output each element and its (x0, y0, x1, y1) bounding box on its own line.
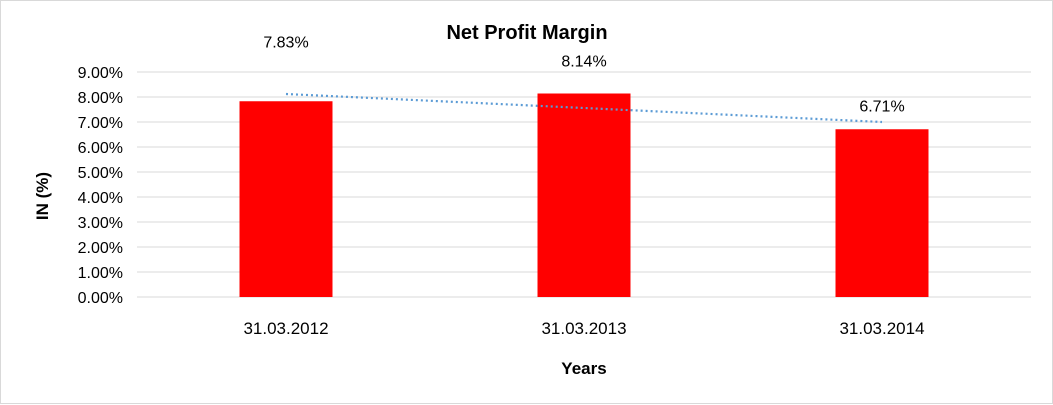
data-label: 8.14% (561, 54, 606, 71)
chart-title: Net Profit Margin (446, 22, 607, 44)
x-axis-title: Years (561, 359, 606, 378)
bar (239, 101, 333, 297)
y-tick-label: 9.00% (78, 65, 123, 82)
x-tick-label: 31.03.2014 (839, 319, 924, 338)
y-tick-label: 7.00% (78, 115, 123, 132)
y-tick-label: 1.00% (78, 265, 123, 282)
bar (835, 129, 929, 297)
y-tick-label: 5.00% (78, 165, 123, 182)
bars (239, 93, 929, 297)
y-tick-label: 3.00% (78, 215, 123, 232)
y-tick-label: 6.00% (78, 140, 123, 157)
y-tick-label: 0.00% (78, 290, 123, 307)
x-tick-label: 31.03.2012 (243, 319, 328, 338)
y-tick-label: 2.00% (78, 240, 123, 257)
bar (537, 93, 631, 297)
x-tick-label: 31.03.2013 (541, 319, 626, 338)
data-label: 6.71% (859, 98, 904, 115)
y-axis-title: IN (%) (33, 172, 52, 220)
y-tick-label: 8.00% (78, 90, 123, 107)
y-tick-label: 4.00% (78, 190, 123, 207)
data-label: 7.83% (263, 34, 308, 51)
data-labels: 7.83% 8.14% 6.71% (263, 34, 904, 115)
y-axis-ticks: 0.00% 1.00% 2.00% 3.00% 4.00% 5.00% 6.00% 7.00%… (78, 65, 123, 307)
x-axis-ticks: 31.03.2012 31.03.2013 31.03.2014 (243, 319, 924, 338)
